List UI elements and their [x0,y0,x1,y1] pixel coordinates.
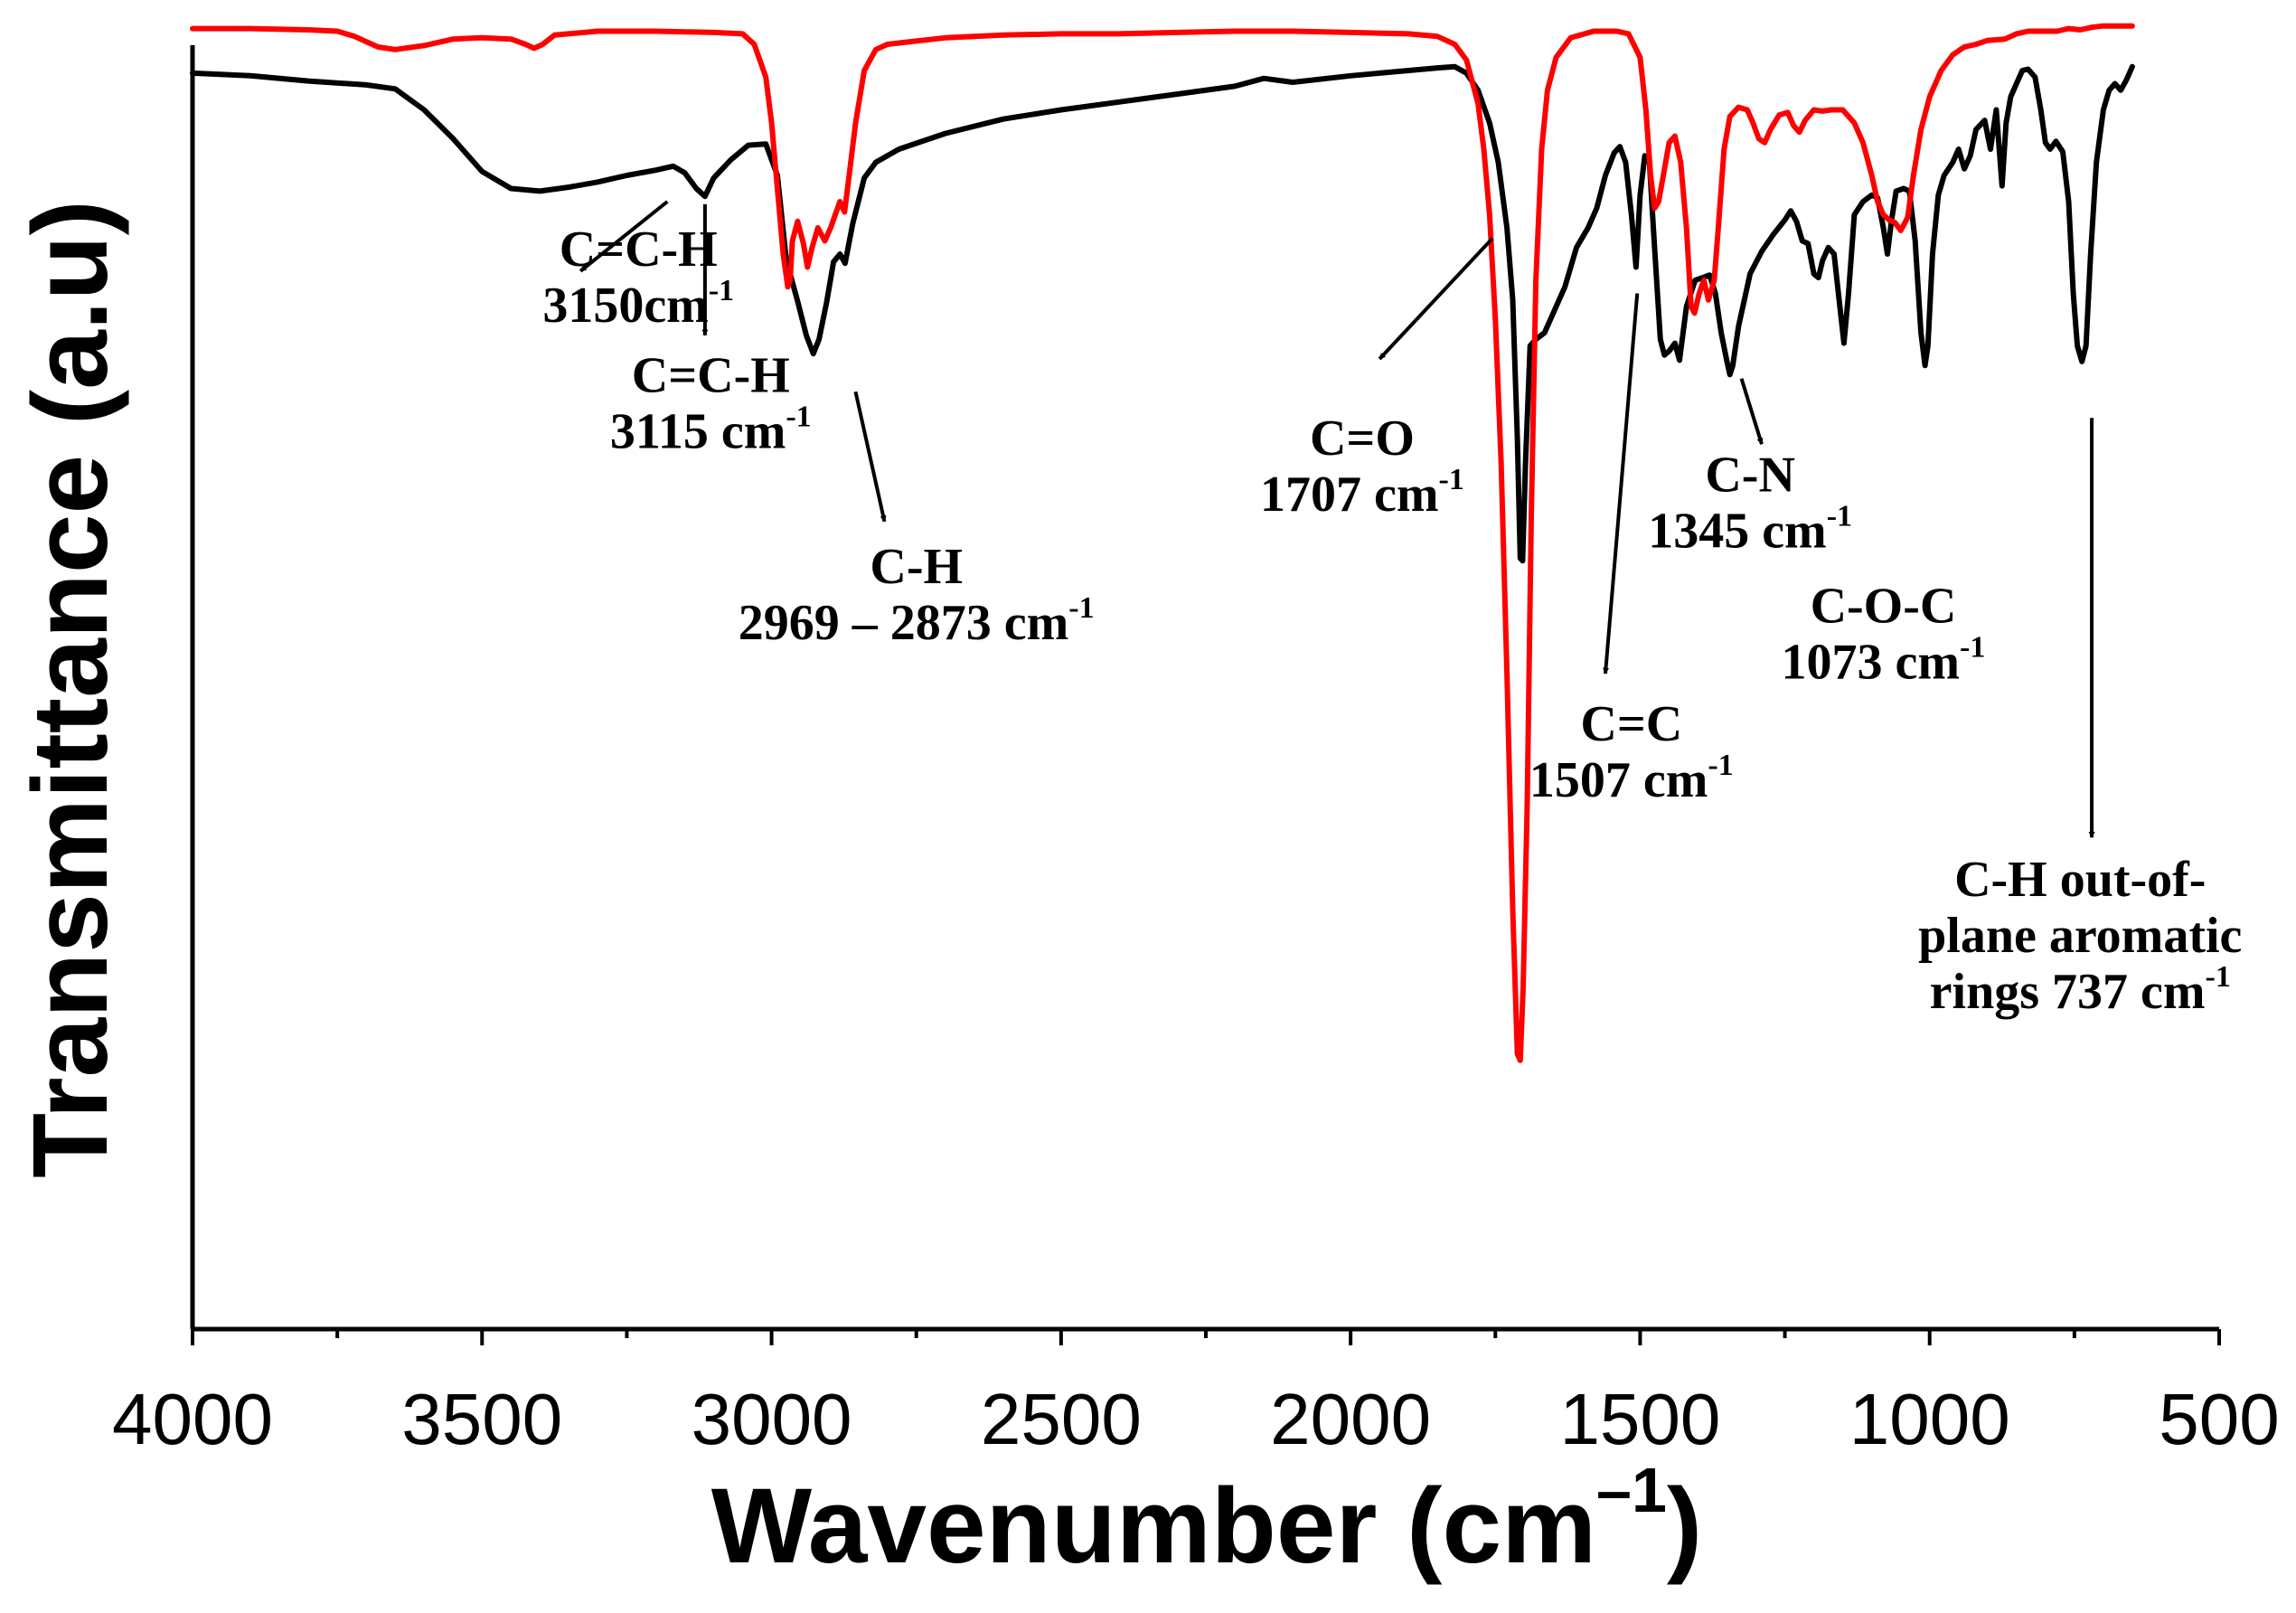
x-tick-label: 2500 [981,1379,1142,1459]
annotation-label-line: C=C-H [632,347,790,403]
annotation-label-line: 1707 cm-1 [1260,463,1464,523]
x-tick-label: 2000 [1270,1379,1431,1459]
x-tick-label: 4000 [112,1379,273,1459]
annotation-arrow [1378,237,1494,361]
annotation-label-line: 3150cm-1 [542,274,734,334]
x-axis-title-sup: –1 [1596,1455,1667,1525]
spectrum-series [190,23,2135,1063]
black-spectrum-line [190,63,2135,564]
annotation-label-line: 1345 cm-1 [1648,500,1852,560]
annotation-arrow [1739,378,1764,445]
annotation-label-line: C-H [870,539,963,595]
x-tick-label: 3000 [692,1379,852,1459]
x-axis-ticks: 4000 3500 3000 2500 2000 1500 1000 500 [112,1329,2280,1459]
x-axis-title-main: Wavenumber (cm [711,1467,1596,1586]
x-axis-title-close: ) [1667,1467,1702,1586]
red-spectrum-line [190,23,2135,1063]
x-tick-label: 1000 [1849,1379,2010,1459]
x-tick-label: 500 [2159,1379,2279,1459]
annotation-label-line: C-H out-of- [1954,852,2206,908]
x-tick-label: 3500 [401,1379,562,1459]
annotation-label-line: 3115 cm-1 [610,400,812,459]
x-tick-label: 1500 [1559,1379,1720,1459]
x-axis-title: Wavenumber (cm–1) [711,1455,1702,1586]
annotation-label-line: 2969 – 2873 cm-1 [739,591,1095,651]
annotation-label-line: C-O-C [1811,579,1957,635]
annotation-arrow [579,200,669,273]
annotation-label-line: 1507 cm-1 [1529,749,1734,808]
annotation-label-line: C=O [1310,410,1415,467]
annotation-label-line: rings 737 cm-1 [1930,960,2231,1020]
axes [190,45,2219,1332]
annotation-label-line: C-N [1705,448,1795,504]
annotation-arrow [853,391,887,523]
y-axis-title: Transmittance (a.u) [11,200,130,1178]
annotation-label-line: plane aromatic [1918,908,2242,964]
annotation-label-line: C=C [1580,696,1682,752]
axis-titles: Wavenumber (cm–1) Transmittance (a.u) [11,200,1702,1586]
annotation-label-line: 1073 cm-1 [1782,631,1986,691]
annotation-arrow [1603,293,1640,674]
